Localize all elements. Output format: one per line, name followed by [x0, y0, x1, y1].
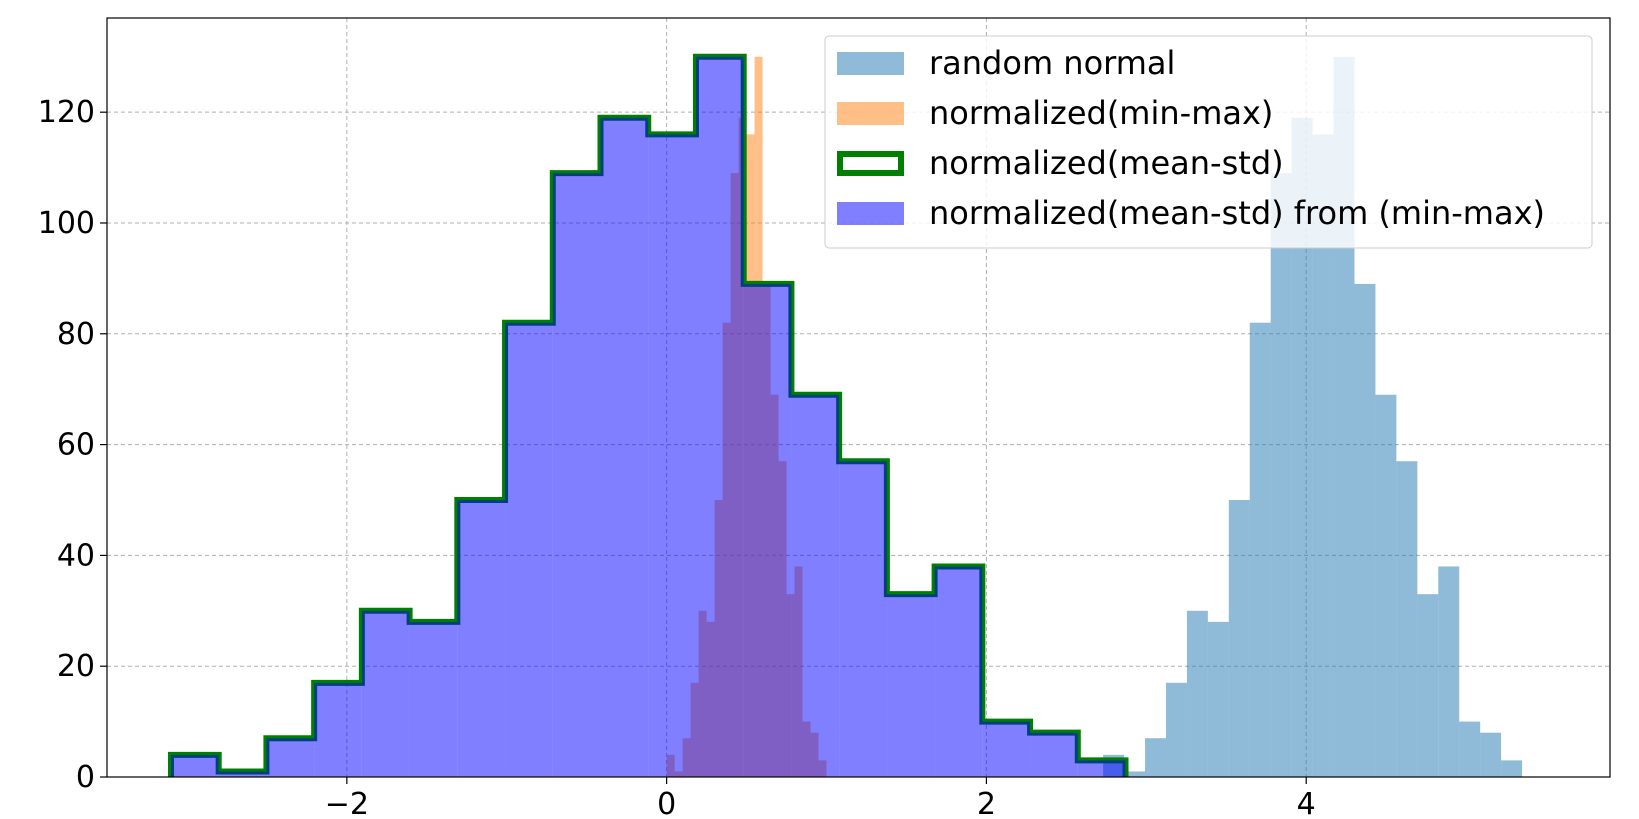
histogram-bar-series-3 [648, 134, 696, 777]
legend-swatch [837, 52, 904, 75]
legend-label: random normal [929, 44, 1175, 82]
histogram-bar-series-0 [1249, 322, 1271, 777]
x-tick-label: 0 [657, 787, 676, 819]
histogram-bar-series-3 [600, 117, 649, 777]
legend-label: normalized(mean-std) from (min-max) [929, 194, 1545, 232]
legend-label: normalized(min-max) [929, 94, 1273, 132]
histogram-bar-series-3 [743, 283, 792, 777]
x-tick-label: −2 [325, 787, 369, 819]
histogram-bar-series-0 [1459, 721, 1481, 777]
step-outline-series-2 [167, 53, 1129, 777]
legend: random normal normalized(min-max) normaliz… [824, 35, 1593, 249]
histogram-bar-series-3 [839, 461, 887, 777]
y-tick-label: 40 [57, 538, 95, 573]
histogram-bar-series-3 [361, 610, 410, 777]
y-tick-label: 60 [57, 428, 95, 463]
histogram-bar-series-0 [1417, 594, 1439, 777]
histogram-bar-series-0 [1145, 738, 1166, 777]
histogram-bar-series-0 [1480, 732, 1502, 777]
histogram-bar-series-0 [1312, 134, 1334, 777]
histogram-bar-series-0 [1270, 173, 1292, 777]
histogram-bar-series-3 [1030, 732, 1078, 777]
y-tick-label: 100 [38, 206, 95, 241]
histogram-bar-series-3 [982, 721, 1031, 777]
histogram-bar-series-3 [1077, 760, 1126, 777]
bars [167, 53, 1523, 778]
y-tick-label: 20 [57, 649, 95, 684]
y-tick-label: 120 [38, 95, 95, 130]
histogram-bar-series-3 [552, 173, 601, 777]
histogram-bar-series-0 [1291, 117, 1313, 777]
histogram-bar-series-0 [1375, 394, 1397, 777]
histogram-bar-series-3 [505, 322, 553, 777]
histogram-bar-series-0 [1165, 682, 1187, 777]
histogram-bar-series-3 [934, 566, 983, 777]
legend-swatch [837, 102, 904, 125]
y-tick-label: 0 [76, 760, 95, 795]
histogram-bar-series-0 [1124, 771, 1146, 777]
legend-swatch [837, 202, 904, 225]
legend-swatch [837, 151, 904, 176]
histogram-bar-series-3 [886, 594, 935, 777]
histogram-bar-series-3 [457, 499, 506, 777]
x-tick-label: 4 [1297, 787, 1316, 819]
histogram-bar-series-3 [314, 682, 362, 777]
histogram-bar-series-3 [695, 56, 744, 778]
histogram-bar-series-3 [170, 754, 219, 777]
histogram-bar-series-0 [1396, 461, 1418, 777]
histogram-bar-series-3 [791, 394, 840, 777]
histogram-bar-series-0 [1438, 566, 1460, 777]
legend-box [824, 35, 1593, 249]
plot-frame [106, 17, 1611, 778]
histogram-bar-series-3 [266, 738, 315, 777]
x-tick-label: 2 [977, 787, 996, 819]
histogram-bar-series-3 [409, 621, 458, 777]
histogram-bar-series-0 [1501, 760, 1523, 777]
histogram-bar-series-0 [1207, 621, 1229, 777]
legend-label: normalized(mean-std) [929, 144, 1284, 182]
y-tick-label: 80 [57, 317, 95, 352]
histogram-bar-series-3 [218, 771, 267, 777]
histogram-bar-series-0 [1228, 499, 1250, 777]
histogram-bar-series-0 [1186, 610, 1208, 777]
histogram-bar-series-0 [1354, 283, 1376, 777]
